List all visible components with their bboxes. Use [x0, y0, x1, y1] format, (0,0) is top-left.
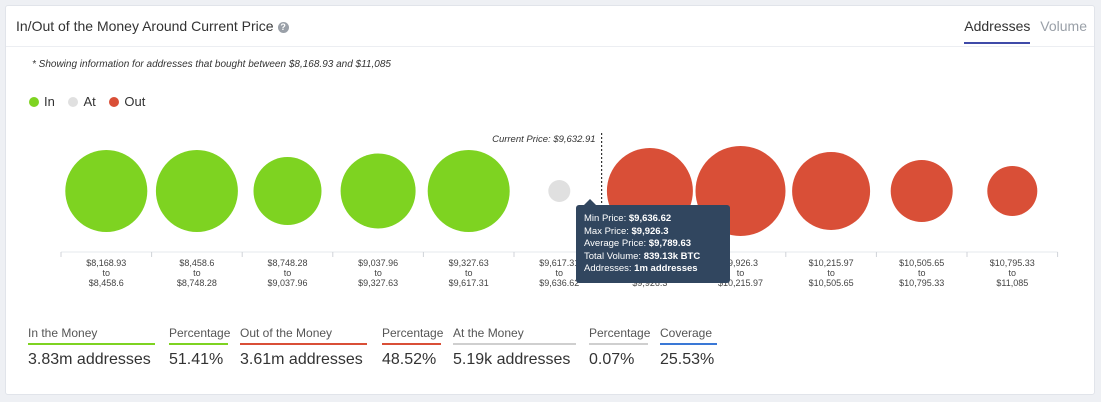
tick-label-to-word: to [103, 268, 111, 278]
bubble-chart: $8,168.93to$8,458.6$8,458.6to$8,748.28$8… [60, 133, 1059, 288]
stat-label: Percentage [382, 326, 443, 345]
stat-coverage: Coverage 25.53% [660, 326, 717, 369]
tooltip-row-addresses: Addresses: 1m addresses [584, 263, 698, 274]
tick-label-to-word: to [1009, 268, 1017, 278]
stat-out-percentage: Percentage 48.52% [382, 326, 443, 369]
tick-label-to-word: to [918, 268, 926, 278]
stat-at-the-money: At the Money 5.19k addresses [453, 326, 576, 369]
bubble-in[interactable] [155, 150, 238, 232]
stat-out-of-the-money: Out of the Money 3.61m addresses [240, 326, 367, 369]
range-note: * Showing information for addresses that… [32, 59, 391, 70]
tooltip-row-max: Max Price: $9,926.3 [584, 225, 669, 237]
tick-label-from: $9,617.31 [539, 258, 579, 268]
tick-label-to-word: to [827, 268, 835, 278]
tick-label-from: $9,327.63 [449, 258, 489, 268]
tick-label-from: $10,215.97 [809, 258, 854, 268]
tick-label-from: $8,748.28 [267, 258, 307, 268]
tooltip-row-min: Min Price: $9,636.62 [584, 213, 672, 224]
legend-dot-at [68, 97, 79, 107]
tooltip-row-volume: Total Volume: 839.13k BTC [584, 250, 701, 262]
tick-label-to-word: to [374, 268, 382, 278]
tick-label-to: $9,926.3 [632, 278, 667, 288]
tick-label-to-word: to [193, 268, 201, 278]
tick-label-to: $9,617.31 [449, 278, 489, 288]
legend-label-out: Out [124, 94, 146, 109]
bubble-out[interactable] [792, 152, 871, 230]
stat-value: 0.07% [589, 351, 635, 368]
tick-label-to-word: to [284, 268, 292, 278]
tick-label-from: $8,168.93 [86, 258, 126, 268]
tick-label-from: $10,795.33 [990, 258, 1035, 268]
bubble-in[interactable] [253, 157, 322, 225]
tick-label-from: $8,458.6 [179, 258, 214, 268]
bubble-in[interactable] [65, 150, 148, 232]
help-icon[interactable]: ? [277, 22, 289, 33]
bubble-in[interactable] [340, 153, 416, 229]
stat-label: Percentage [589, 326, 650, 345]
tick-label-to: $11,085 [996, 278, 1028, 288]
stat-value: 3.61m addresses [240, 351, 363, 368]
tick-label-to: $9,636.62 [539, 278, 579, 288]
tick-label-to: $10,795.33 [899, 278, 944, 288]
stat-in-percentage: Percentage 51.41% [169, 326, 230, 369]
stat-label: Coverage [660, 326, 717, 345]
stat-label: In the Money [28, 326, 155, 345]
legend-dot-in [29, 97, 39, 107]
chart-legend: In At Out [29, 94, 155, 109]
stat-label: At the Money [453, 326, 576, 345]
stat-value: 5.19k addresses [453, 351, 571, 368]
stat-label: Out of the Money [240, 326, 367, 345]
tab-addresses[interactable]: Addresses [964, 18, 1031, 44]
stat-value: 48.52% [382, 351, 437, 368]
stat-value: 51.41% [169, 351, 224, 368]
tick-label-to: $10,215.97 [718, 278, 763, 288]
current-price-label: Current Price: $9,632.91 [492, 134, 596, 145]
price-tooltip: Min Price: $9,636.62 Max Price: $9,926.3… [576, 199, 730, 283]
tick-label-to: $10,505.65 [809, 278, 854, 288]
tick-label-to-word: to [556, 268, 564, 278]
bubble-out[interactable] [987, 166, 1038, 216]
legend-label-in: In [44, 94, 55, 109]
legend-label-at: At [83, 94, 96, 109]
page-title: In/Out of the Money Around Current Price… [16, 18, 289, 34]
tab-volume[interactable]: Volume [1040, 18, 1087, 34]
stat-at-percentage: Percentage 0.07% [589, 326, 650, 369]
stat-value: 25.53% [660, 351, 715, 368]
tick-label-to: $9,037.96 [267, 278, 307, 288]
tick-label-to: $9,327.63 [358, 278, 398, 288]
stat-value: 3.83m addresses [28, 351, 151, 368]
tick-label-to: $8,458.6 [89, 278, 124, 288]
tick-label-to-word: to [465, 268, 473, 278]
bubble-at[interactable] [548, 180, 571, 202]
tick-label-from: $9,037.96 [358, 258, 398, 268]
header-divider [6, 46, 1094, 47]
view-tabs: Addresses Volume [958, 18, 1087, 44]
tick-label-from: $10,505.65 [899, 258, 944, 268]
legend-item-in[interactable]: In [29, 94, 55, 109]
stat-label: Percentage [169, 326, 230, 345]
tick-label-to: $8,748.28 [177, 278, 217, 288]
tick-label-from: $9,926.3 [723, 258, 758, 268]
tooltip-arrow [584, 199, 596, 205]
legend-item-out[interactable]: Out [109, 94, 145, 109]
legend-item-at[interactable]: At [68, 94, 96, 109]
chart-card: In/Out of the Money Around Current Price… [5, 5, 1095, 395]
bubble-in[interactable] [427, 150, 510, 232]
title-text: In/Out of the Money Around Current Price [16, 18, 274, 34]
bubble-out[interactable] [890, 160, 953, 222]
legend-dot-out [109, 97, 120, 107]
stat-in-the-money: In the Money 3.83m addresses [28, 326, 155, 369]
tooltip-row-avg: Average Price: $9,789.63 [584, 238, 692, 249]
tick-label-to-word: to [737, 268, 745, 278]
